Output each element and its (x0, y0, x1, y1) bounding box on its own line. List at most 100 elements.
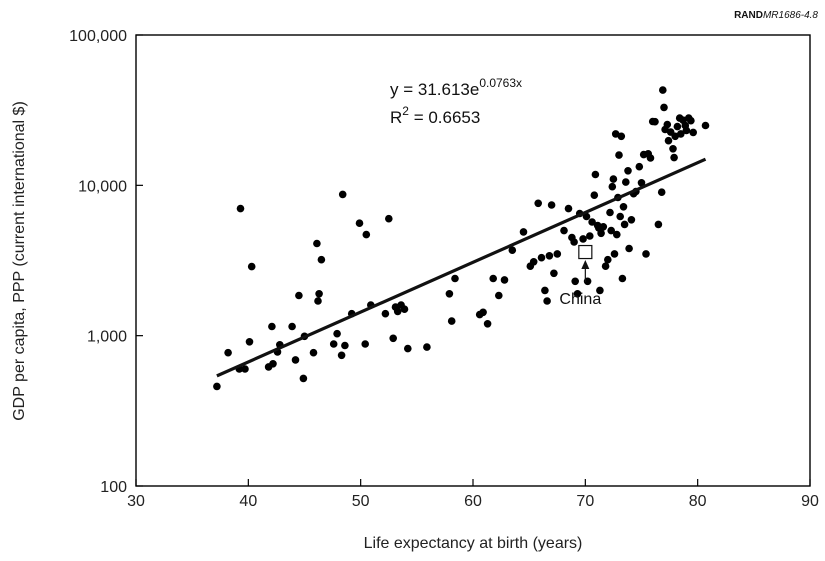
x-tick-label: 40 (239, 493, 257, 510)
data-point (519, 228, 528, 236)
data-point (333, 329, 341, 338)
data-point (400, 305, 409, 314)
y-tick-label: 10,000 (78, 178, 127, 195)
trendline-equation: y = 31.613e0.0763x (390, 76, 522, 99)
data-point (660, 103, 668, 112)
data-point (545, 252, 554, 260)
data-point (299, 374, 308, 383)
data-point (295, 291, 303, 300)
data-point (669, 145, 677, 153)
x-tick-label: 90 (801, 493, 819, 510)
y-tick-label: 1,000 (87, 329, 127, 346)
china-label: China (559, 291, 601, 308)
data-point (607, 226, 615, 235)
data-point (317, 255, 326, 264)
data-point (381, 309, 390, 318)
data-point (620, 220, 629, 229)
data-point (642, 250, 650, 258)
data-point (682, 126, 691, 135)
data-point (582, 212, 591, 221)
data-point (385, 214, 393, 223)
data-point (608, 182, 617, 191)
y-axis-title: GDP per capita, PPP (current internation… (11, 101, 28, 421)
data-point (288, 322, 296, 331)
data-point (613, 230, 621, 239)
data-point (573, 290, 582, 298)
data-point (269, 360, 277, 368)
data-point (654, 220, 663, 229)
china-marker (578, 244, 593, 260)
data-point (597, 229, 605, 238)
data-point (615, 151, 623, 159)
data-point (571, 277, 579, 286)
data-point (664, 136, 673, 145)
data-point (495, 291, 503, 300)
data-point (651, 117, 659, 126)
data-point (677, 130, 685, 138)
data-point (670, 153, 678, 162)
data-point (508, 246, 517, 254)
data-point (341, 341, 349, 350)
data-point (423, 343, 431, 351)
data-point (550, 269, 558, 278)
data-point (541, 286, 549, 295)
data-point (591, 170, 600, 179)
data-point (635, 162, 644, 171)
data-point (627, 216, 636, 224)
data-point (315, 290, 323, 298)
data-point (355, 219, 364, 227)
data-point (618, 274, 627, 283)
data-point (247, 262, 256, 271)
data-point (337, 351, 346, 360)
x-axis-title: Life expectancy at birth (years) (364, 535, 583, 552)
y-tick-label: 100,000 (69, 28, 127, 45)
data-point (606, 208, 614, 217)
data-point (268, 322, 276, 331)
data-point (291, 356, 300, 364)
data-point (529, 258, 538, 266)
data-point (245, 338, 254, 346)
data-point (625, 244, 633, 253)
data-point (389, 334, 398, 343)
data-point (479, 308, 487, 317)
data-point (687, 116, 695, 125)
data-point (622, 178, 630, 186)
data-point (673, 122, 682, 131)
data-point (483, 320, 492, 328)
x-tick-label: 60 (464, 493, 482, 510)
data-point (570, 238, 578, 246)
data-point (553, 250, 562, 258)
data-point (689, 128, 697, 137)
data-point (657, 188, 666, 196)
data-point (445, 290, 454, 298)
data-point (489, 274, 498, 283)
data-point (616, 212, 624, 221)
data-point (309, 348, 318, 357)
trendline (216, 157, 707, 378)
data-point (447, 317, 456, 325)
data-point (596, 286, 604, 295)
data-point (313, 239, 321, 248)
data-points (213, 86, 710, 391)
data-point (619, 203, 628, 211)
y-tick-label: 100 (100, 479, 127, 496)
data-point (560, 226, 568, 235)
data-point (579, 235, 587, 243)
data-point (547, 201, 556, 209)
data-point (236, 204, 245, 213)
china-arrowhead (581, 260, 590, 270)
data-point (451, 274, 459, 283)
data-point (543, 297, 551, 305)
data-point (314, 297, 322, 305)
data-point (646, 154, 655, 162)
data-point (610, 250, 619, 258)
source-label: RANDMR1686-4.8 (734, 10, 818, 21)
data-point (338, 190, 347, 199)
data-point (590, 191, 599, 199)
data-point (617, 132, 626, 141)
data-point (393, 307, 402, 316)
data-point (361, 340, 370, 348)
data-point (609, 175, 618, 183)
data-point (663, 120, 672, 129)
data-point (637, 179, 646, 187)
